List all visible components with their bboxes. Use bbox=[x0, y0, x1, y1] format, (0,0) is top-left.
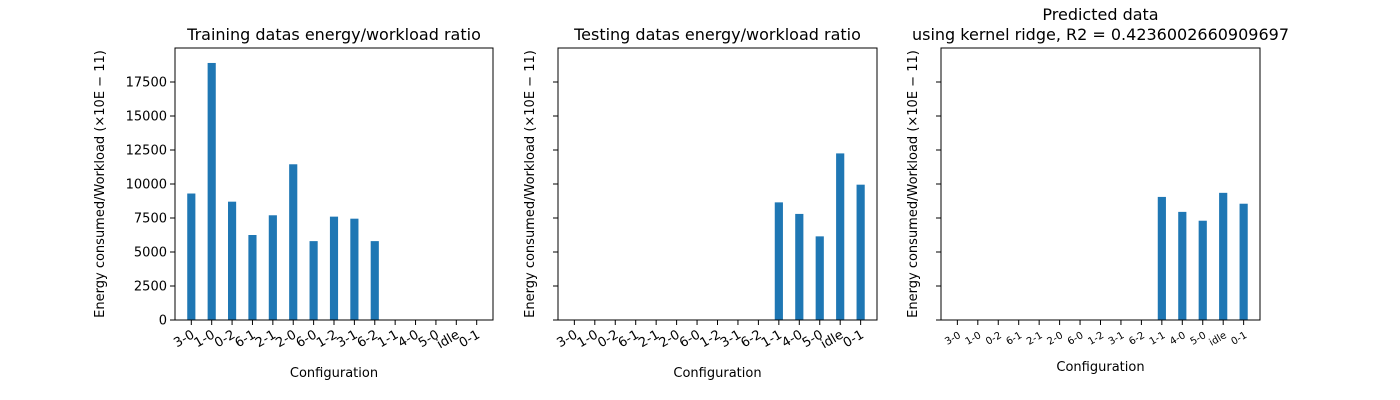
bar-4-0 bbox=[795, 213, 804, 320]
x-tick-label: 6-2 bbox=[1127, 330, 1147, 348]
x-tick-label: idle bbox=[1208, 330, 1229, 349]
bar-1-2 bbox=[329, 216, 339, 320]
chart-panel-3: 3-0 1-0 0-2 6-1 2-1 2-0 6-0 1-2 3-1 6-2 1-1 4-0 5-0 i… bbox=[906, 5, 1289, 375]
x-tick-label: 2-1 bbox=[1025, 330, 1045, 348]
x-tick-label: 2-0 bbox=[1045, 330, 1065, 348]
x-tick-label: 3-1 bbox=[1107, 330, 1127, 348]
chart-panel-1: 0250050007500100001250015000175003-01-00… bbox=[93, 25, 494, 381]
y-tick-label: 15000 bbox=[126, 110, 167, 125]
chart-title: Training datas energy/workload ratio bbox=[186, 25, 481, 44]
bar-0-2 bbox=[228, 201, 237, 320]
chart-title-line: Testing datas energy/workload ratio bbox=[573, 25, 861, 44]
x-tick-label: 0-1 bbox=[841, 327, 867, 351]
y-axis-label: Energy consumed/Workload (×10E − 11) bbox=[906, 50, 921, 318]
bar-idle bbox=[1219, 192, 1228, 320]
chart-panel-2: 3-01-00-26-12-12-06-01-23-16-21-14-05-0i… bbox=[523, 25, 878, 381]
bar-3-0 bbox=[187, 193, 196, 320]
bar-2-1 bbox=[268, 215, 277, 320]
bar-6-2 bbox=[370, 241, 379, 320]
x-tick-label: 4-0 bbox=[1168, 330, 1188, 348]
chart-title: Testing datas energy/workload ratio bbox=[573, 25, 861, 44]
bar-1-0 bbox=[207, 62, 216, 321]
x-axis-label: Configuration bbox=[1056, 360, 1144, 375]
plot-frame bbox=[557, 47, 878, 321]
bar-4-0 bbox=[1178, 211, 1187, 320]
bar-5-0 bbox=[815, 236, 824, 320]
chart-title: Predicted data using kernel ridge, R2 = 0… bbox=[912, 5, 1289, 44]
x-tick-label: 0-2 bbox=[984, 330, 1004, 348]
y-axis-label: Energy consumed/Workload (×10E − 11) bbox=[93, 50, 108, 318]
bar-3-1 bbox=[350, 218, 359, 320]
y-axis-label: Energy consumed/Workload (×10E − 11) bbox=[523, 50, 538, 318]
x-axis-label: Configuration bbox=[673, 366, 761, 381]
bar-5-0 bbox=[1198, 220, 1207, 320]
bar-1-1 bbox=[1157, 196, 1166, 320]
y-tick-label: 17500 bbox=[126, 76, 167, 91]
bar-1-1 bbox=[774, 202, 783, 320]
plot-frame bbox=[940, 47, 1261, 321]
chart-title-line: Predicted data bbox=[1042, 5, 1158, 24]
x-tick-label: 6-1 bbox=[1005, 330, 1025, 348]
chart-title-line: using kernel ridge, R2 = 0.4236002660909… bbox=[912, 25, 1289, 44]
bar-2-0 bbox=[289, 164, 298, 320]
y-tick-label: 12500 bbox=[126, 144, 167, 159]
y-tick-label: 10000 bbox=[126, 178, 167, 193]
x-tick-label: 1-0 bbox=[964, 330, 984, 348]
bar-0-1 bbox=[856, 184, 865, 320]
bar-idle bbox=[836, 153, 845, 320]
x-tick-label: 6-0 bbox=[1066, 330, 1086, 348]
y-tick-label: 5000 bbox=[134, 246, 167, 261]
y-tick-label: 7500 bbox=[134, 212, 167, 227]
bar-6-1 bbox=[248, 235, 257, 320]
y-tick-label: 2500 bbox=[134, 280, 167, 295]
x-tick-label: 3-0 bbox=[943, 330, 963, 348]
x-tick-label: 0-1 bbox=[1229, 330, 1249, 348]
bar-6-0 bbox=[309, 241, 318, 320]
x-axis-label: Configuration bbox=[290, 366, 378, 381]
y-tick-label: 0 bbox=[159, 314, 167, 329]
x-tick-label: 5-0 bbox=[1189, 330, 1209, 348]
bar-0-1 bbox=[1239, 203, 1248, 320]
x-tick-label: 1-2 bbox=[1086, 330, 1106, 348]
x-tick-label: 1-1 bbox=[1148, 330, 1168, 348]
chart-title-line: Training datas energy/workload ratio bbox=[186, 25, 481, 44]
x-tick-label: 0-1 bbox=[457, 327, 483, 351]
